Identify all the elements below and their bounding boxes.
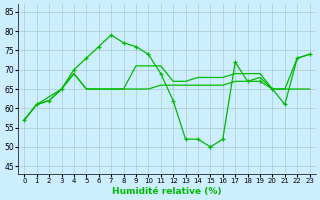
X-axis label: Humidité relative (%): Humidité relative (%) bbox=[112, 187, 222, 196]
